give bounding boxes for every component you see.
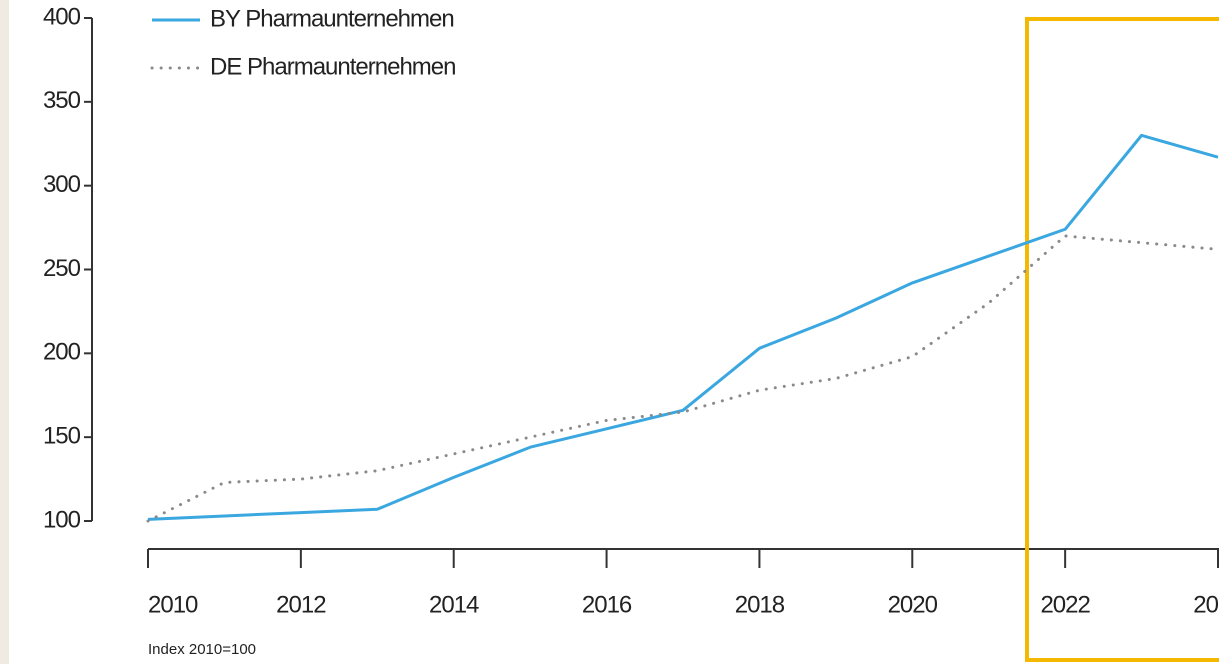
legend-label: DE Pharmaunternehmen xyxy=(210,53,455,80)
x-tick-label: 2010 xyxy=(148,591,198,618)
x-tick-label: 2016 xyxy=(582,591,632,618)
x-tick-label: 2012 xyxy=(276,591,326,618)
y-tick-label: 100 xyxy=(43,506,81,533)
y-tick-label: 350 xyxy=(43,87,81,114)
highlight-box xyxy=(1025,17,1219,662)
x-tick-label: 2024 xyxy=(1193,591,1219,618)
series-line xyxy=(146,234,1219,523)
legend-label: BY Pharmaunternehmen xyxy=(210,5,454,32)
y-tick-label: 150 xyxy=(43,423,81,450)
x-tick-label: 2022 xyxy=(1040,591,1090,618)
y-tick-label: 200 xyxy=(43,339,81,366)
x-tick-label: 2020 xyxy=(888,591,938,618)
x-tick-label: 2014 xyxy=(429,591,479,618)
x-tick-label: 2018 xyxy=(735,591,785,618)
y-tick-label: 300 xyxy=(43,171,81,198)
y-tick-label: 400 xyxy=(43,3,81,30)
side-strip xyxy=(0,0,9,664)
note: Index 2010=100 xyxy=(148,641,256,658)
series-line xyxy=(147,133,1219,521)
y-tick-label: 250 xyxy=(43,255,81,282)
